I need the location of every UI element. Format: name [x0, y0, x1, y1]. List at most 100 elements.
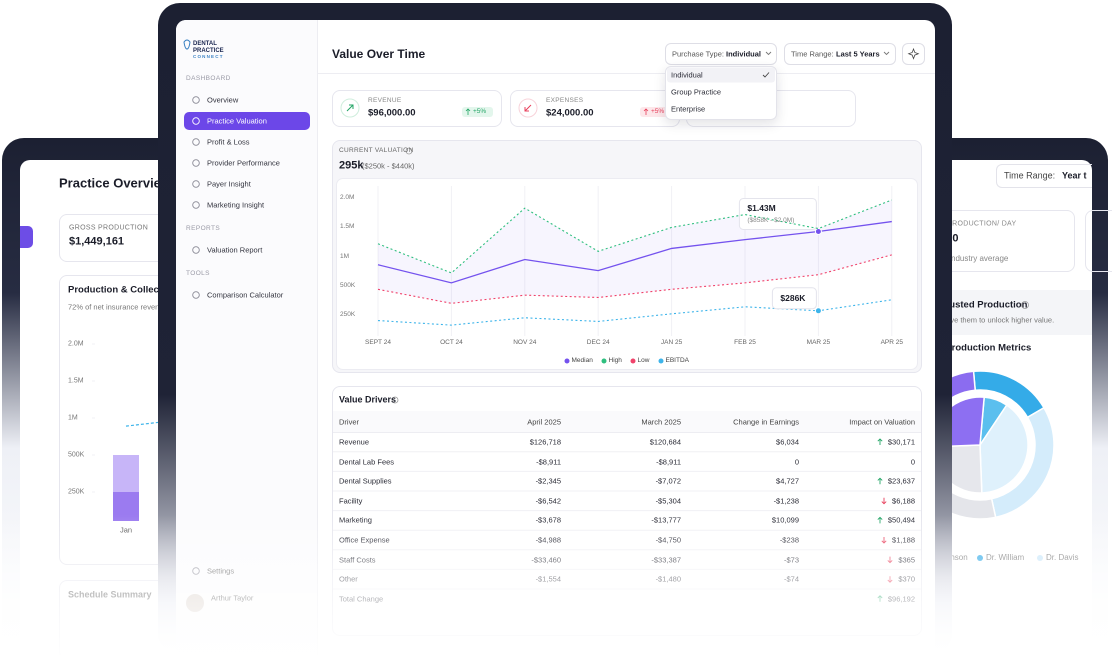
section-subtitle: . Improve them to unlock higher value.	[927, 315, 1055, 325]
nav-item[interactable]: Overview	[207, 95, 239, 105]
table-title: Value Drivers	[339, 394, 397, 405]
kpi-value: $96,000.00	[368, 107, 416, 119]
table-cell: $6,188	[892, 496, 915, 506]
nav-icon	[192, 201, 200, 209]
nav-item[interactable]: Marketing Insight	[207, 200, 265, 210]
table-cell: $30,171	[887, 437, 915, 447]
y-tick-label: 1M	[68, 414, 78, 422]
kpi-note: % of industry average	[931, 254, 1009, 263]
kpi-value: $24,000.00	[546, 107, 594, 119]
table-cell: -$8,911	[656, 456, 681, 466]
legend-label: Median	[571, 356, 593, 364]
chevron	[765, 51, 772, 56]
kpi-label: REVENUE	[368, 96, 402, 104]
y-tick-label: 2.0M	[68, 340, 84, 348]
page-title: Value Over Time	[332, 47, 426, 61]
purchase-type-select[interactable]	[665, 43, 777, 65]
column-header: Driver	[339, 417, 359, 427]
active-nav	[184, 112, 310, 130]
kpi-value: $1,449,161	[69, 235, 125, 248]
y-tick-label: 500K	[340, 281, 356, 289]
valuation-value: 295k	[339, 159, 364, 172]
kpi-card	[332, 90, 502, 127]
card-subtitle: 72% of net insurance revenue is co	[68, 302, 186, 312]
time-range-select[interactable]	[784, 43, 896, 65]
menu-item[interactable]: Group Practice	[671, 87, 722, 97]
badge-arrow	[465, 108, 471, 115]
table-cell: -$5,304	[655, 496, 681, 506]
badge-label: +5%	[473, 108, 487, 116]
tooltip	[738, 197, 817, 230]
kpi-label: TED PRODUCTION/ DAY	[930, 220, 1017, 228]
table-cell: 0	[910, 456, 915, 466]
active-tab	[20, 226, 33, 248]
y-tick-label: 1M	[340, 252, 350, 260]
y-tick-label: 250K	[68, 488, 85, 496]
kpi-label: EXPENSES	[546, 96, 584, 104]
nav-item[interactable]: Comparison Calculator	[207, 290, 284, 300]
tooltip-value: $286K	[780, 293, 806, 304]
ai-button[interactable]	[902, 43, 925, 65]
menu-item[interactable]: Enterprise	[671, 104, 706, 114]
select-label: Time Range:	[791, 49, 834, 59]
nav-item[interactable]: Valuation Report	[207, 245, 263, 255]
x-tick-label: DEC 24	[586, 338, 610, 346]
nav-icon	[192, 117, 200, 125]
series-line	[377, 220, 892, 284]
y-tick-label: 1.5M	[340, 223, 355, 231]
table-cell: -$8,911	[536, 456, 561, 466]
legend-dot	[601, 358, 607, 364]
donut-slice	[979, 404, 1029, 494]
nav-item[interactable]: Profit & Loss	[207, 137, 250, 147]
nav-icon	[192, 180, 200, 188]
table-cell: $126,718	[529, 437, 561, 447]
y-tick-label: 2.0M	[340, 193, 355, 201]
x-tick-label: APR 25	[880, 338, 903, 346]
card-title: Production & Collection Tre	[68, 284, 194, 296]
table-cell: -$6,542	[535, 496, 561, 506]
kpi-arrow	[524, 104, 532, 112]
menu-item[interactable]: Individual	[671, 70, 703, 80]
valuation-range: ($250k - $440k)	[362, 161, 415, 171]
chart-title: CURRENT VALUATION	[339, 146, 414, 154]
table-header	[333, 411, 921, 433]
table-cell: $120,684	[649, 437, 681, 447]
legend-dot	[630, 358, 636, 364]
x-tick-label: JAN 25	[660, 338, 683, 346]
time-range-select[interactable]	[996, 164, 1092, 188]
section-title: Adjusted Production	[934, 299, 1028, 311]
nav-item[interactable]: Payer Insight	[207, 179, 251, 189]
legend-label: High	[608, 356, 622, 364]
page-title: Practice Overview	[59, 175, 172, 191]
badge-label: +5%	[651, 108, 665, 116]
column-header: Impact on Valuation	[849, 417, 915, 427]
sparkle-icon	[907, 47, 920, 60]
legend-label: Low	[637, 356, 650, 364]
nav-section: REPORTS	[186, 224, 221, 232]
table-cell: $4,727	[776, 476, 799, 486]
legend-dot	[564, 358, 570, 364]
nav-item[interactable]: Practice Valuation	[207, 116, 267, 126]
y-tick-label: 500K	[68, 451, 85, 459]
card-title: tor Production Metrics	[930, 342, 1032, 354]
kpi-icon	[518, 98, 538, 118]
table-cell: $23,637	[887, 476, 915, 486]
kpi-icon	[340, 98, 360, 118]
logo-icon	[183, 39, 191, 50]
check-icon	[762, 72, 770, 78]
select-label: Purchase Type:	[672, 49, 724, 59]
nav-icon	[192, 291, 200, 299]
kpi-arrow	[346, 104, 354, 112]
select-label: Time Range:	[1004, 170, 1056, 181]
info-icon	[391, 396, 399, 404]
y-tick-label: 250K	[340, 310, 356, 318]
table-cell: Facility	[339, 496, 363, 506]
column-header: April 2025	[527, 417, 561, 427]
nav-item[interactable]: Provider Performance	[207, 158, 280, 168]
nav-section: DASHBOARD	[186, 74, 231, 82]
nav-icon	[192, 246, 200, 254]
tooltip-value: $1.43M	[747, 203, 776, 214]
trend-arrow	[877, 438, 883, 445]
